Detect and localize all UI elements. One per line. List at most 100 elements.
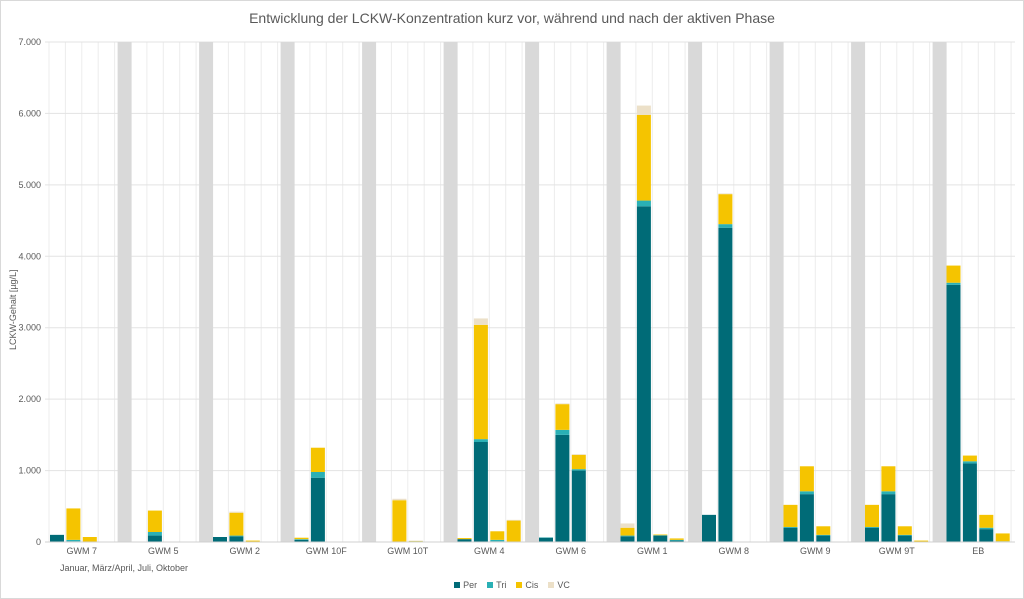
bar-segment-tri (783, 527, 798, 528)
bar-segment-vc (620, 523, 635, 528)
legend: Per Tri Cis VC (0, 580, 1024, 590)
bar-segment-cis (946, 265, 961, 283)
bar-segment-per (147, 535, 162, 542)
bar-segment-tri (620, 535, 635, 537)
bar-segment-cis (718, 194, 733, 225)
bar-segment-vc (718, 193, 733, 195)
y-tick-label: 7.000 (18, 37, 41, 47)
legend-item-vc: VC (548, 580, 570, 590)
group-separator (769, 42, 784, 542)
bar-segment-per (294, 539, 309, 542)
bar-segment-per (718, 227, 733, 542)
bar-segment-cis (865, 504, 879, 527)
x-tick-label: GWM 10F (306, 546, 348, 556)
bar-segment-per (897, 535, 912, 542)
x-tick-label: GWM 5 (148, 546, 179, 556)
x-tick-label: GWM 9 (800, 546, 831, 556)
x-tick-label: GWM 9T (879, 546, 915, 556)
legend-label: VC (557, 580, 570, 590)
bar-segment-cis (245, 540, 260, 542)
legend-swatch (516, 582, 523, 588)
bar-segment-cis (392, 500, 407, 542)
chart-title: Entwicklung der LCKW-Konzentration kurz … (249, 10, 775, 26)
bar-segment-per (962, 463, 977, 542)
bar-segment-cis (653, 534, 668, 536)
x-axis-label: Januar, März/April, Juli, Oktober (60, 563, 189, 573)
bar-segment-tri (962, 461, 977, 464)
x-tick-label: GWM 4 (474, 546, 505, 556)
bar-segment-cis (310, 447, 325, 472)
bar-segment-tri (555, 429, 570, 435)
x-tick-label: GWM 2 (230, 546, 261, 556)
group-separator (362, 42, 377, 542)
bar-segment-cis (229, 512, 244, 536)
x-tick-label: EB (972, 546, 984, 556)
group-separator (851, 42, 866, 542)
bar-segment-cis (881, 466, 896, 492)
y-tick-label: 2.000 (18, 394, 41, 404)
legend-item-cis: Cis (516, 580, 538, 590)
bar-segment-cis (571, 454, 586, 470)
bar-segment-tri (310, 472, 325, 478)
bar-segment-tri (571, 469, 586, 471)
bar-segment-per (946, 284, 961, 542)
bar-segment-cis (816, 526, 831, 535)
bar-segment-tri (636, 200, 651, 207)
bar-segment-per (310, 477, 325, 542)
x-tick-label: GWM 10T (387, 546, 429, 556)
y-tick-label: 5.000 (18, 180, 41, 190)
bar-segment-tri (669, 539, 684, 541)
bar-segment-tri (229, 535, 244, 537)
bar-segment-per (865, 527, 879, 542)
bar-segment-per (799, 494, 814, 542)
bar-segment-per (979, 529, 994, 542)
bar-segment-tri (799, 491, 814, 495)
bar-segment-vc (636, 105, 651, 115)
bar-segment-vc (229, 511, 244, 513)
bar-segment-cis (620, 527, 635, 536)
bar-segment-cis (147, 510, 162, 532)
legend-label: Tri (496, 580, 507, 590)
bar-segment-cis (555, 404, 570, 430)
bar-segment-per (881, 494, 896, 542)
bar-segment-tri (946, 282, 961, 285)
bar-segment-per (653, 535, 668, 542)
x-tick-label: GWM 8 (719, 546, 750, 556)
bar-segment-tri (718, 224, 733, 228)
bar-segment-cis (82, 537, 97, 542)
group-separator (199, 42, 214, 542)
bar-segment-per (457, 539, 472, 542)
bar-segment-tri (897, 534, 912, 536)
group-separator (932, 42, 947, 542)
y-tick-label: 4.000 (18, 251, 41, 261)
bar-segment-tri (865, 527, 879, 528)
y-tick-label: 0 (36, 537, 41, 547)
legend-swatch (454, 582, 461, 588)
bar-segment-cis (490, 531, 505, 540)
group-separator (525, 42, 540, 542)
group-separator (606, 42, 621, 542)
bar-segment-tri (66, 539, 81, 542)
bar-segment-tri (294, 539, 309, 540)
bar-segment-cis (799, 466, 814, 492)
bar-segment-per (571, 470, 586, 542)
bar-segment-cis (473, 324, 488, 440)
y-tick-label: 6.000 (18, 108, 41, 118)
group-separator (688, 42, 703, 542)
group-separator (117, 42, 132, 542)
group-separator (280, 42, 295, 542)
legend-item-tri: Tri (487, 580, 506, 590)
legend-label: Per (463, 580, 478, 590)
bar-segment-per (555, 434, 570, 542)
bar-segment-cis (294, 537, 309, 540)
bar-segment-vc (506, 519, 521, 521)
x-tick-label: GWM 1 (637, 546, 668, 556)
group-separator (443, 42, 458, 542)
bar-segment-per (539, 537, 553, 542)
bar-segment-tri (881, 491, 896, 495)
bar-segment-per (783, 527, 798, 542)
bar-segment-vc (555, 403, 570, 405)
bar-segment-per (50, 534, 64, 542)
bar-segment-cis (506, 520, 521, 542)
